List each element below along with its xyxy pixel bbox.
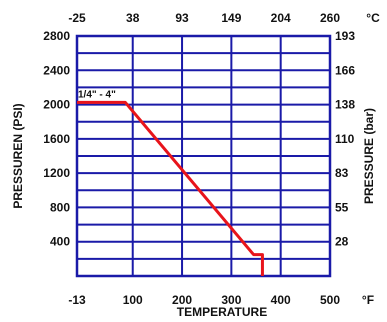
x-tick-label-bottom: 500 — [320, 293, 340, 307]
x-tick-label-bottom: 200 — [172, 293, 192, 307]
tick-labels: -13 100 200 300 400 500 -25 38 93 149 204 260 400 800… — [43, 11, 355, 307]
y-tick-label-right: 138 — [335, 98, 355, 112]
x-axis-title: TEMPERATURE — [177, 305, 267, 319]
series-annotation-label: 1/4" - 4" — [78, 90, 116, 101]
y-tick-label-left: 2800 — [43, 29, 70, 43]
y-tick-label-left: 2400 — [43, 63, 70, 77]
y-tick-label-right: 166 — [335, 63, 355, 77]
x-tick-label-bottom: -13 — [68, 293, 86, 307]
x-tick-label-top: 260 — [320, 11, 340, 25]
x-tick-label-bottom: 100 — [123, 293, 143, 307]
y-tick-label-left: 1200 — [43, 166, 70, 180]
y-tick-label-right: 28 — [335, 235, 349, 249]
grid-lines — [75, 34, 332, 278]
y-tick-label-right: 193 — [335, 29, 355, 43]
series-line — [77, 100, 264, 276]
x-tick-label-top: 149 — [221, 11, 241, 25]
y-tick-label-right: 55 — [335, 200, 349, 214]
x-tick-label-top: 38 — [126, 11, 140, 25]
y-axis-title-left: PRESSUREN (PSI) — [11, 103, 25, 208]
x-tick-label-bottom: 400 — [271, 293, 291, 307]
x-tick-label-bottom: 300 — [221, 293, 241, 307]
x-tick-label-top: 204 — [271, 11, 291, 25]
x-tick-label-top: 93 — [175, 11, 189, 25]
plot-frame — [75, 34, 332, 278]
y-tick-label-left: 1600 — [43, 132, 70, 146]
y-tick-label-right: 110 — [335, 132, 355, 146]
series-layer — [77, 100, 264, 276]
y-tick-label-left: 2000 — [43, 98, 70, 112]
x-tick-label-top: -25 — [68, 11, 86, 25]
x-unit-top: °C — [366, 11, 380, 25]
y-tick-label-left: 800 — [50, 200, 70, 214]
x-unit-bottom: °F — [362, 293, 374, 307]
annotation-layer: 1/4" - 4" — [78, 90, 116, 101]
y-axis-title-right: PRESSURE (bar) — [362, 108, 376, 204]
y-tick-label-right: 83 — [335, 166, 349, 180]
y-tick-label-left: 400 — [50, 235, 70, 249]
